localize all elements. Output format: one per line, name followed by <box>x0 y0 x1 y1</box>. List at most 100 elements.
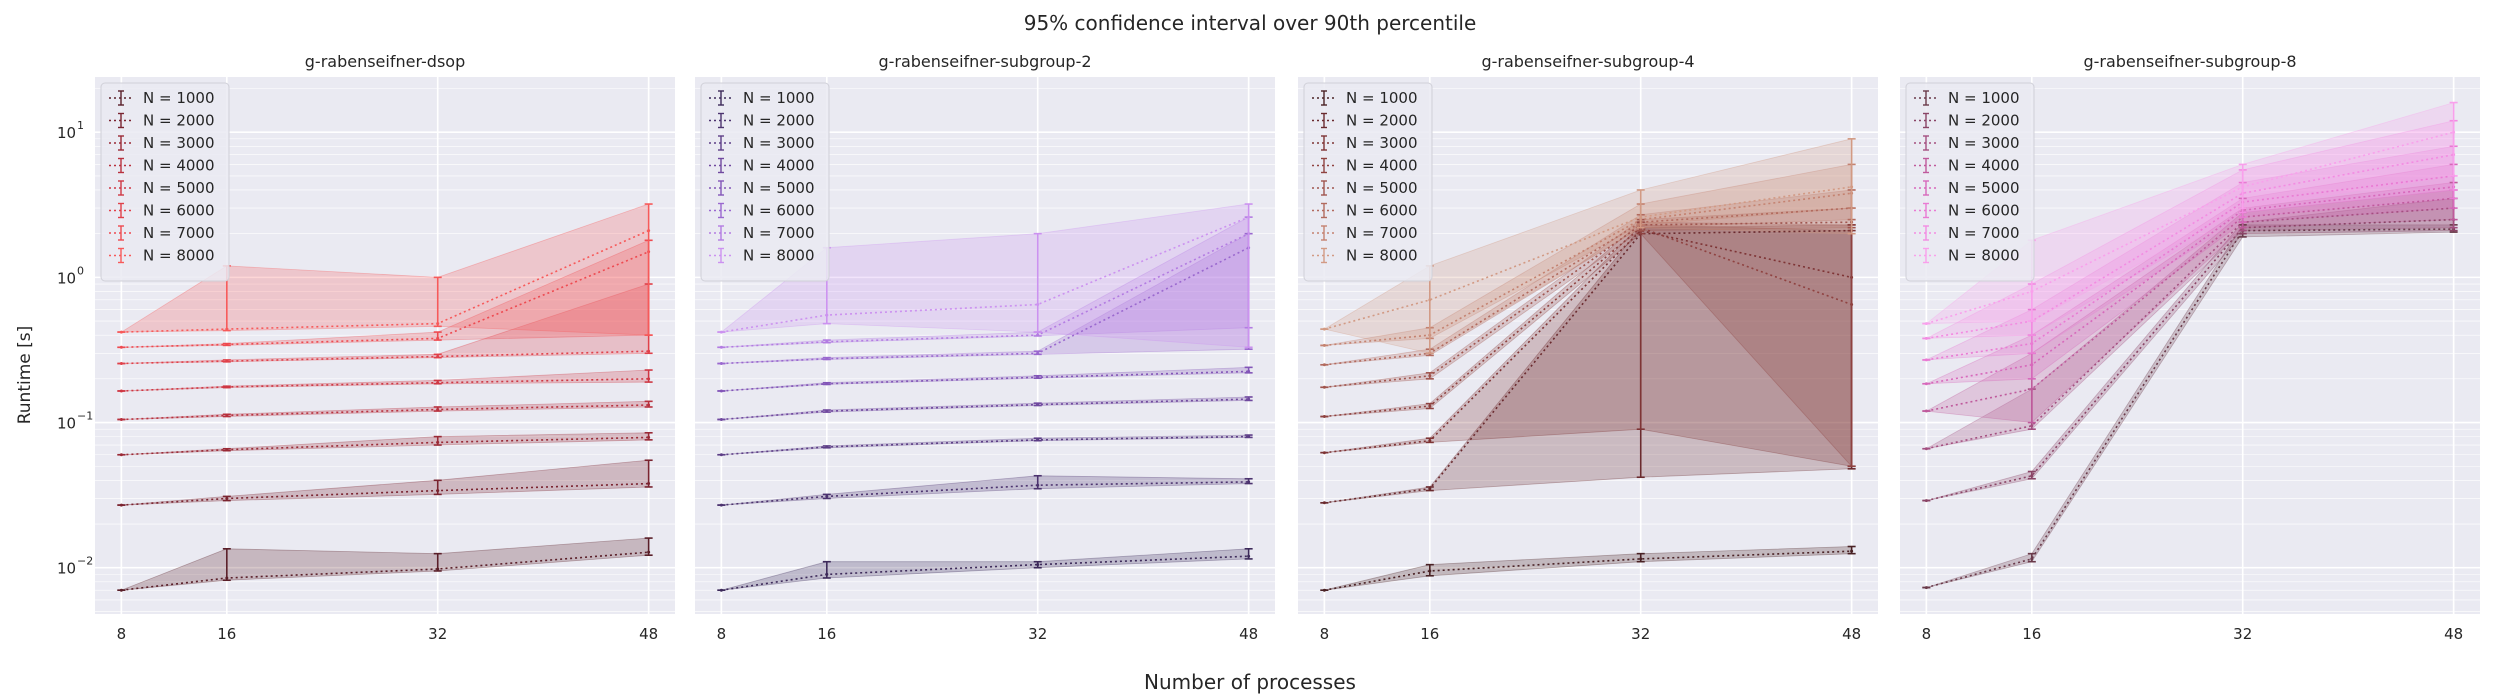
panel-3: g-rabenseifner-subgroup-8 8 16 32 48 N = 1000… <box>1900 52 2480 643</box>
series-line-5 <box>721 246 1249 365</box>
series-line-6 <box>1324 192 1852 347</box>
data-point <box>1428 569 1432 573</box>
legend-box <box>700 82 830 282</box>
data-point <box>1322 385 1326 389</box>
data-point <box>436 322 440 326</box>
data-point <box>1924 586 1928 590</box>
data-point <box>2241 185 2245 189</box>
legend-label: N = 3000 <box>143 134 215 152</box>
data-point <box>1036 303 1040 307</box>
data-point <box>1924 499 1928 503</box>
data-point <box>719 453 723 457</box>
legend-label: N = 2000 <box>1948 112 2020 130</box>
x-tick-label: 8 <box>1922 625 1932 643</box>
data-point <box>647 229 651 233</box>
panel-title: g-rabenseifner-subgroup-2 <box>878 52 1091 71</box>
data-point <box>1247 480 1251 484</box>
legend-label: N = 1000 <box>1346 89 1418 107</box>
series-line-6 <box>721 232 1249 349</box>
series-line-2 <box>721 435 1249 456</box>
series-line-5 <box>1324 207 1852 366</box>
data-point <box>2452 130 2456 134</box>
x-tick-label: 16 <box>1420 625 1439 643</box>
data-point <box>1322 363 1326 367</box>
legend-label: N = 5000 <box>743 179 815 197</box>
data-point <box>225 413 229 417</box>
data-point <box>719 588 723 592</box>
legend-label: N = 4000 <box>1346 157 1418 175</box>
data-point <box>1428 374 1432 378</box>
data-point <box>825 494 829 498</box>
legend-label: N = 7000 <box>143 224 215 242</box>
data-point <box>719 389 723 393</box>
legend-label: N = 5000 <box>143 179 215 197</box>
series-line-2 <box>1324 229 1852 454</box>
data-point <box>225 327 229 331</box>
data-point <box>436 381 440 385</box>
legend-label: N = 6000 <box>143 202 215 220</box>
y-tick-exponent: 0 <box>77 264 84 277</box>
y-tick-label: 10 <box>57 269 76 287</box>
data-point <box>225 385 229 389</box>
x-tick-label: 16 <box>817 625 836 643</box>
x-tick-label: 16 <box>2022 625 2041 643</box>
legend-label: N = 4000 <box>743 157 815 175</box>
series-line-5 <box>1926 175 2454 361</box>
data-point <box>719 362 723 366</box>
legend-label: N = 6000 <box>743 202 815 220</box>
series-line-2 <box>1926 207 2454 450</box>
series-line-5 <box>121 350 649 365</box>
data-point <box>825 445 829 449</box>
series-line-1 <box>721 481 1249 506</box>
data-point <box>1850 549 1854 553</box>
data-point <box>225 576 229 580</box>
series-line-4 <box>121 378 649 392</box>
series-line-3 <box>1926 197 2454 412</box>
data-point <box>647 482 651 486</box>
series-line-4 <box>1324 221 1852 389</box>
panel-2: g-rabenseifner-subgroup-4 8 16 32 48 N = 1000… <box>1298 52 1878 643</box>
series-line-6 <box>121 251 649 349</box>
series-line-1 <box>121 482 649 506</box>
data-point <box>719 330 723 334</box>
data-point <box>1247 397 1251 401</box>
y-tick-exponent: −2 <box>77 555 93 568</box>
data-point <box>825 409 829 413</box>
data-point <box>119 362 123 366</box>
data-point <box>1036 438 1040 442</box>
panel-title: g-rabenseifner-subgroup-4 <box>1481 52 1694 71</box>
data-point <box>119 503 123 507</box>
y-tick-label: 10 <box>57 560 76 578</box>
series-line-3 <box>121 404 649 421</box>
legend-label: N = 7000 <box>1346 224 1418 242</box>
y-tick-label: 10 <box>57 415 76 433</box>
data-point <box>1428 439 1432 443</box>
series-line-0 <box>121 551 649 591</box>
data-point <box>1247 435 1251 439</box>
figure-xlabel: Number of processes <box>1144 670 1356 694</box>
legend-label: N = 8000 <box>1346 247 1418 265</box>
legend-box <box>1303 82 1433 282</box>
series-line-7 <box>1926 131 2454 325</box>
data-point <box>436 355 440 359</box>
legend-label: N = 2000 <box>743 112 815 130</box>
legend-label: N = 8000 <box>143 247 215 265</box>
data-point <box>2030 424 2034 428</box>
data-point <box>119 345 123 349</box>
data-point <box>1322 501 1326 505</box>
series-line-1 <box>1324 229 1852 504</box>
legend-label: N = 2000 <box>143 112 215 130</box>
data-point <box>825 340 829 344</box>
data-point <box>1322 327 1326 331</box>
panel-title: g-rabenseifner-subgroup-8 <box>2083 52 2296 71</box>
data-point <box>719 503 723 507</box>
data-point <box>1036 563 1040 567</box>
data-point <box>1924 409 1928 413</box>
data-point <box>119 588 123 592</box>
data-point <box>825 382 829 386</box>
series-line-2 <box>121 436 649 456</box>
data-point <box>225 496 229 500</box>
data-point <box>2030 557 2034 561</box>
legend-box <box>100 82 230 282</box>
